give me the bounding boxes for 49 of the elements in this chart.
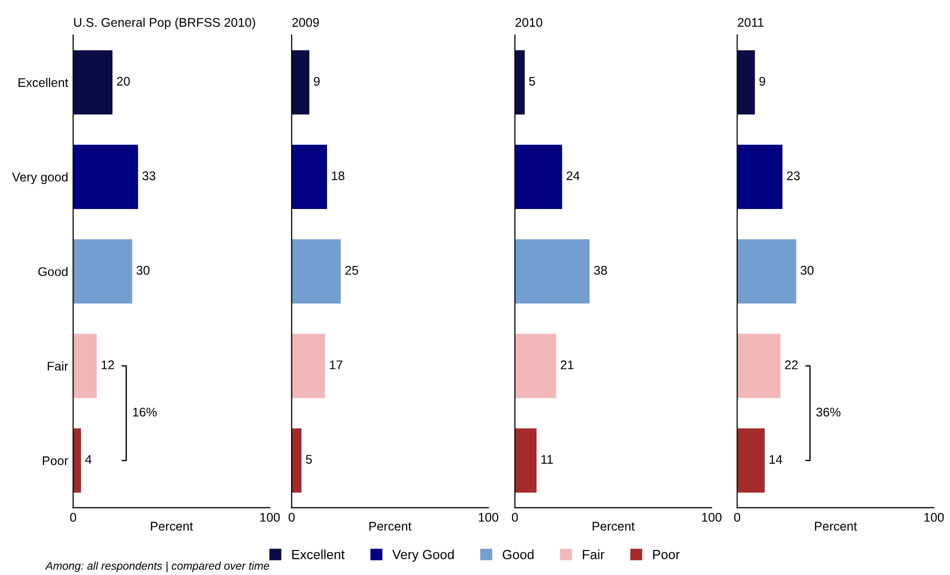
data-label: 9: [314, 76, 320, 86]
data-label: 25: [345, 266, 358, 275]
chart-title: U.S. General Pop (BRFSS 2010): [74, 18, 256, 30]
annotation: 16%: [133, 408, 157, 417]
x-axis-title: Percent: [369, 522, 412, 531]
data-label: 38: [594, 266, 607, 275]
data-label: 30: [800, 266, 814, 275]
data-label: 21: [560, 360, 574, 370]
x-tick-label: 100: [702, 512, 722, 522]
x-axis-title: Percent: [592, 522, 635, 531]
data-label: 23: [786, 171, 800, 180]
data-label: 17: [330, 360, 342, 370]
legend-label: Excellent: [292, 550, 345, 560]
x-tick-label: 0: [288, 512, 295, 522]
chart-title: 2011: [738, 18, 764, 27]
text: Among: all respondents | compared over time: [45, 562, 270, 572]
data-label: 12: [102, 360, 114, 370]
data-label: 5: [529, 76, 536, 86]
data-label: 20: [117, 76, 130, 86]
data-label: 30: [136, 266, 150, 275]
data-label: 11: [541, 455, 553, 464]
data-label: 33: [142, 171, 156, 180]
data-label: 18: [332, 171, 344, 180]
legend-label: Good: [502, 550, 534, 560]
chart-title: 2009: [292, 18, 319, 27]
x-tick-label: 0: [70, 512, 76, 522]
data-label: 24: [566, 171, 580, 180]
data-label: 14: [770, 455, 782, 464]
x-tick-label: 100: [260, 512, 280, 522]
legend-label: Poor: [653, 550, 680, 560]
y-tick-label: Fair: [48, 361, 68, 371]
legend-label: Fair: [582, 550, 604, 560]
x-axis-title: Percent: [815, 522, 857, 531]
data-label: 22: [785, 360, 798, 370]
y-tick-label: Poor: [42, 456, 68, 466]
chart-title: 2010: [516, 18, 542, 27]
y-tick-label: Excellent: [18, 78, 68, 87]
annotation: 36%: [816, 408, 840, 417]
x-axis-title: Percent: [150, 522, 193, 531]
y-tick-label: Good: [38, 266, 68, 276]
y-tick-label: Very good: [12, 172, 68, 184]
x-tick-label: 100: [478, 512, 498, 522]
data-label: 9: [759, 76, 766, 86]
x-tick-label: 100: [924, 512, 944, 522]
data-label: 5: [306, 455, 312, 464]
legend-label: Very Good: [392, 550, 454, 562]
x-tick-label: 0: [512, 512, 518, 522]
x-tick-label: 0: [734, 512, 740, 522]
data-label: 4: [85, 455, 92, 464]
